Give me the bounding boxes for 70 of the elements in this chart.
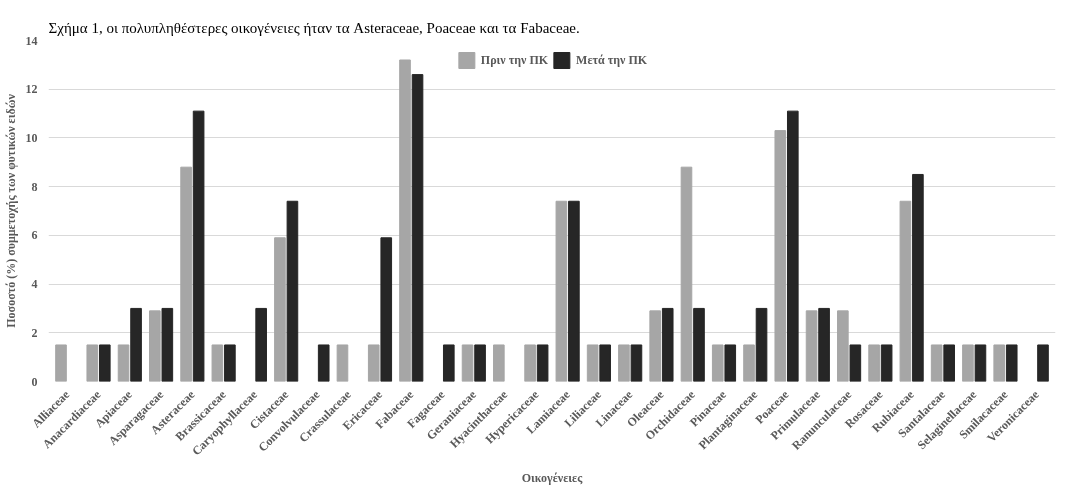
bar (837, 310, 849, 382)
bar (286, 200, 299, 382)
y-axis-title: Ποσοστό (%) συμμετοχής των φυτικών ειδών (3, 93, 18, 328)
y-tick-label: 12 (25, 82, 38, 97)
bar (755, 307, 768, 382)
bar (255, 307, 267, 382)
bar (724, 344, 737, 382)
bar (774, 130, 787, 382)
y-tick-label: 4 (31, 277, 38, 292)
bar (805, 310, 818, 382)
bar (180, 166, 192, 382)
bar (317, 344, 330, 382)
bar (930, 344, 943, 382)
text: Σχήμα 1, οι πολυπληθέστερες οικογένειες ήταν τα Asteraceae, Poaceae και τα Fabaceae. (48, 19, 580, 36)
bar (1037, 344, 1049, 382)
y-tick-label: 10 (25, 130, 38, 145)
bar (880, 344, 893, 382)
x-axis-title: Οικογένειες (521, 471, 584, 486)
legend-label: Μετά την ΠΚ (576, 52, 648, 68)
bar (974, 344, 987, 382)
bar (367, 344, 380, 382)
legend-label: Πριν την ΠΚ (480, 52, 549, 68)
bar (493, 344, 505, 382)
bar (818, 307, 830, 382)
bar (224, 344, 236, 382)
bar (380, 237, 393, 382)
bar (599, 344, 611, 382)
bar (536, 344, 549, 382)
bar (786, 110, 799, 382)
bar (993, 344, 1006, 382)
bar (98, 344, 111, 382)
bar (711, 344, 724, 382)
bar (161, 307, 174, 382)
bar (524, 344, 536, 382)
bar (868, 344, 880, 382)
bar (618, 344, 630, 382)
bar (55, 344, 67, 382)
y-tick-label: 6 (31, 228, 38, 243)
bar (661, 307, 674, 382)
bar (743, 344, 755, 382)
y-tick-label: 2 (31, 325, 38, 340)
bar (586, 344, 599, 382)
bar (192, 110, 205, 382)
bar (399, 59, 411, 382)
bar (680, 166, 693, 382)
bar (912, 173, 924, 382)
bar (568, 200, 580, 382)
y-tick-label: 8 (31, 179, 38, 194)
bar (899, 200, 912, 382)
bar (211, 344, 224, 382)
bar (555, 200, 568, 382)
bar (117, 344, 130, 382)
bar (962, 344, 974, 382)
bar (149, 310, 161, 382)
bar (461, 344, 474, 382)
bar (274, 237, 286, 382)
bar (86, 344, 99, 382)
bar (442, 344, 455, 382)
bar (943, 344, 955, 382)
bar (1005, 344, 1018, 382)
bar (411, 74, 424, 382)
bar (649, 310, 662, 382)
bar (630, 344, 643, 382)
bar (130, 307, 142, 382)
bar (849, 344, 862, 382)
bar (693, 307, 705, 382)
y-tick-label: 0 (31, 374, 38, 389)
bar (336, 344, 349, 382)
bar (474, 344, 486, 382)
y-tick-label: 14 (25, 33, 38, 48)
